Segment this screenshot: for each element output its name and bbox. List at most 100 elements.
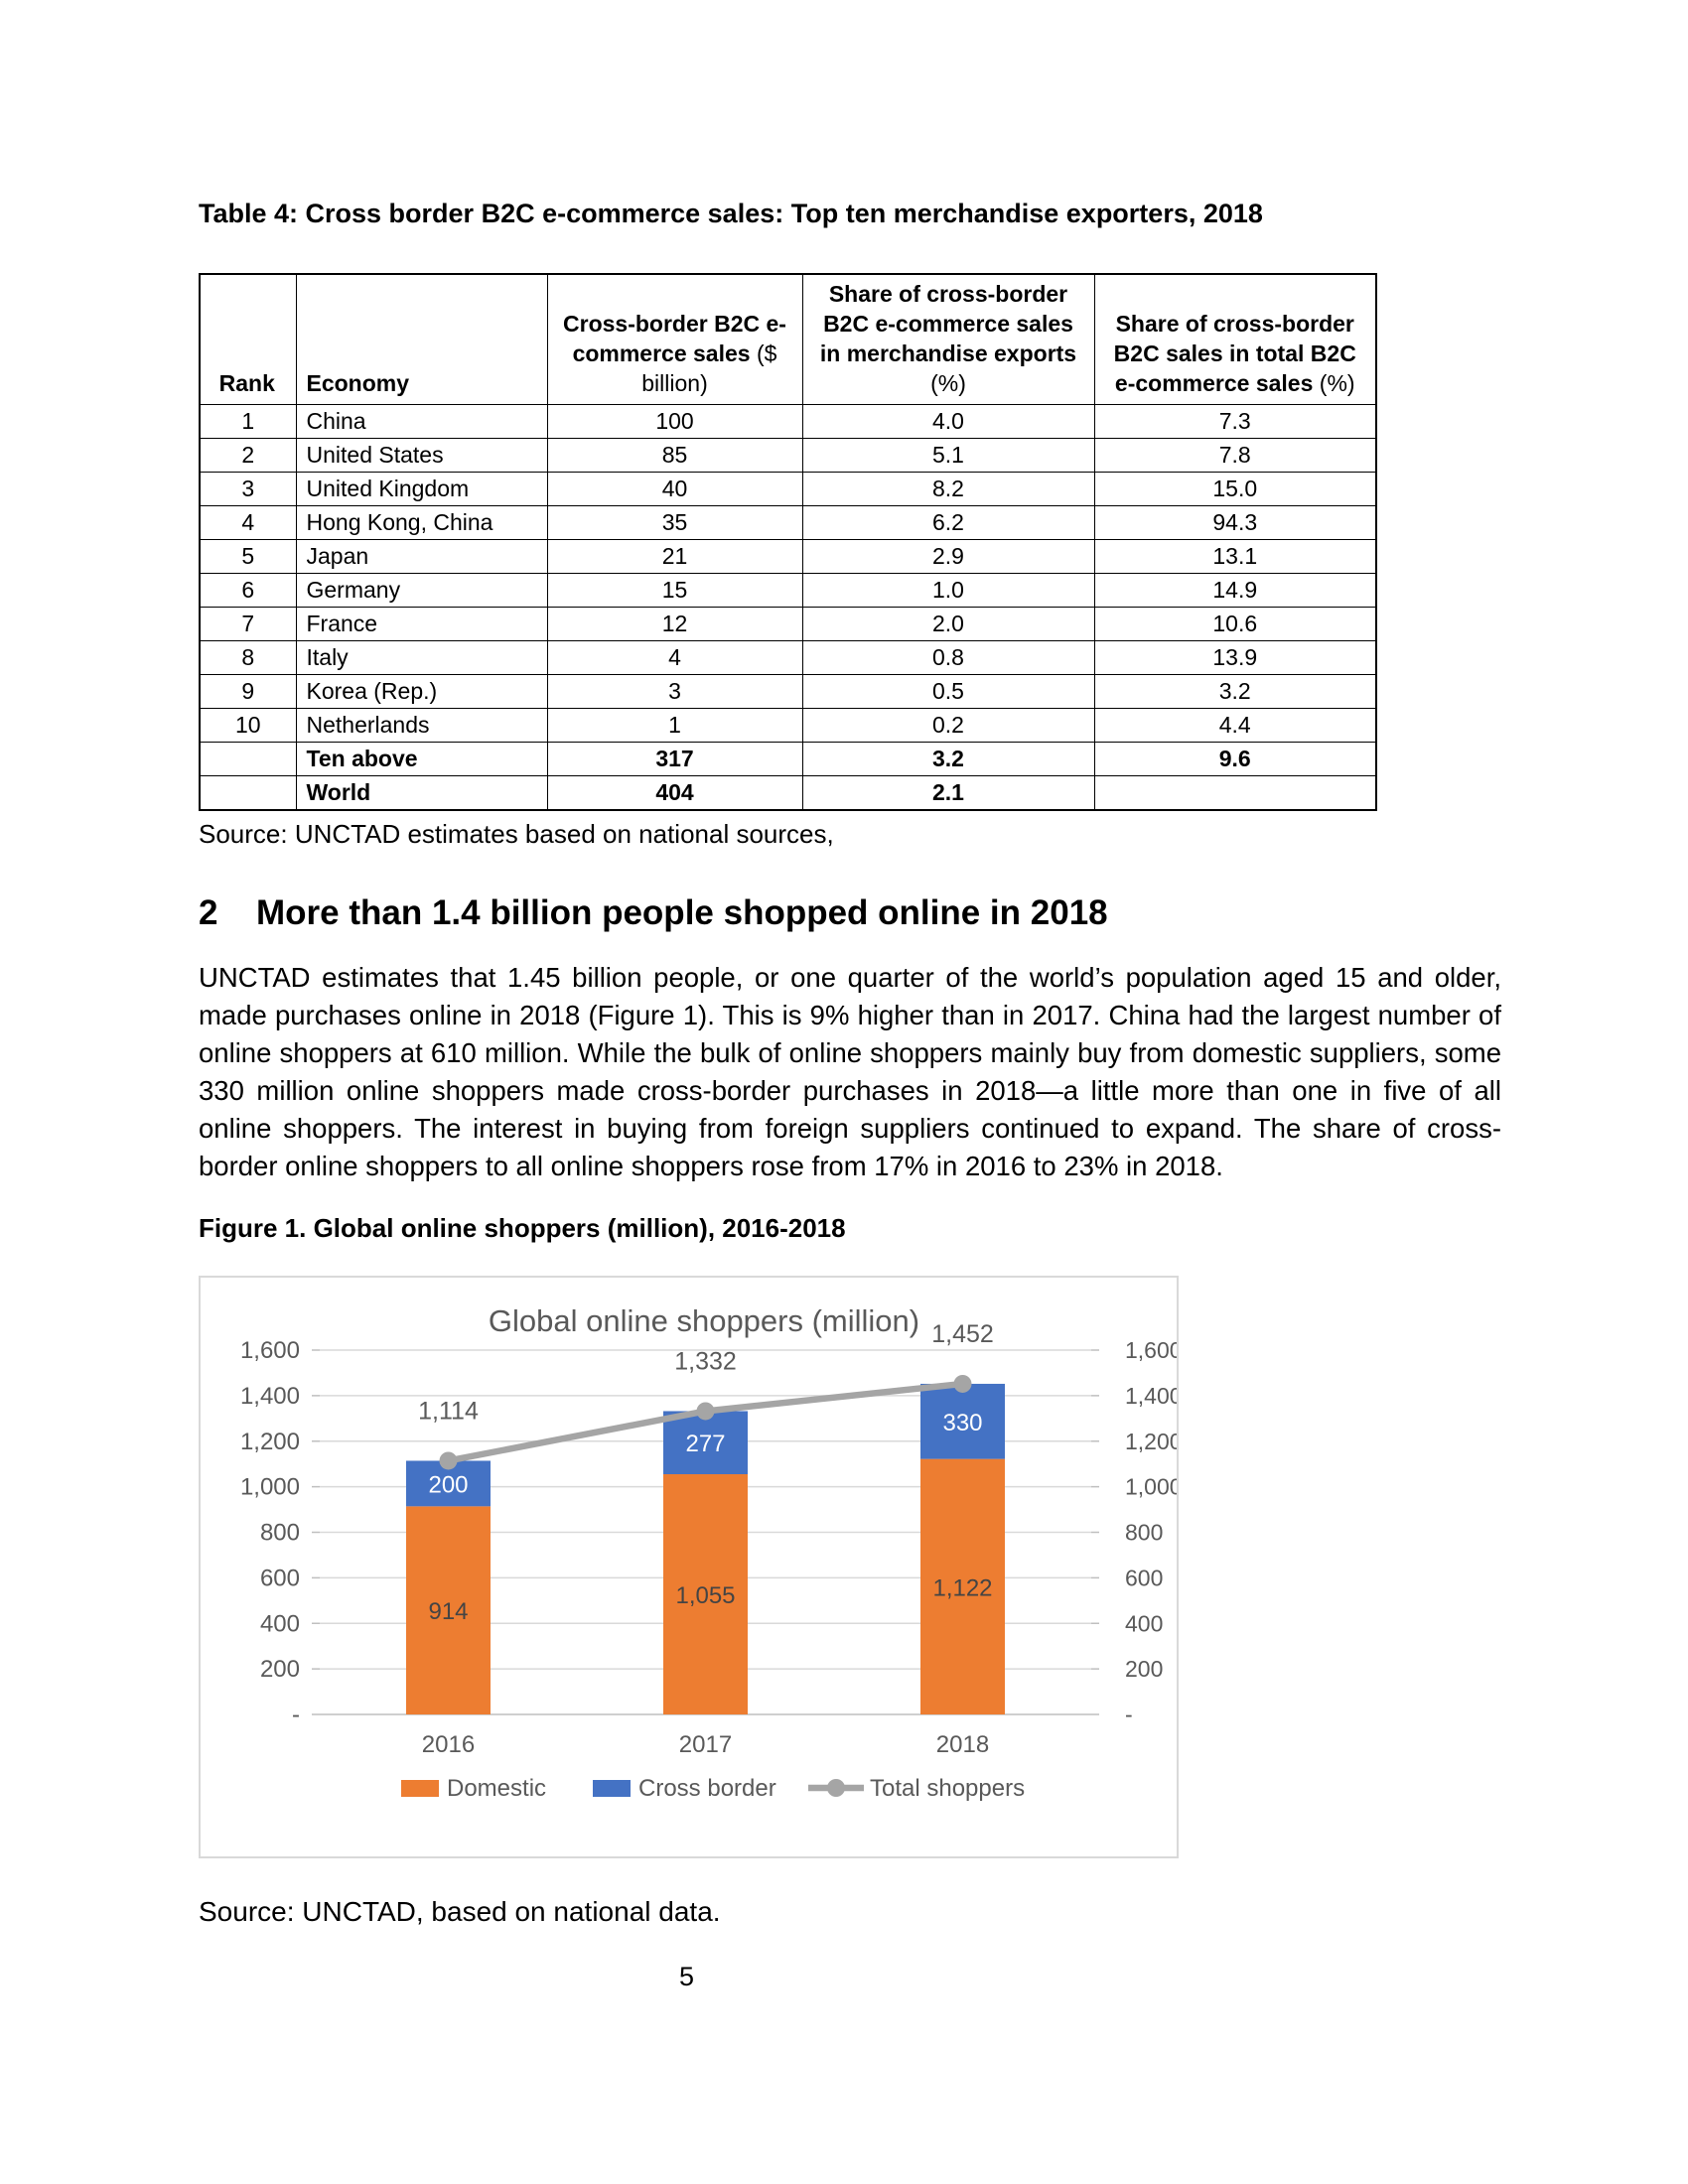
table-cell: 10.6	[1093, 607, 1377, 641]
table-cell: 4	[546, 640, 803, 675]
table-cell: 4	[199, 505, 297, 540]
y-axis-label-left: 600	[260, 1565, 300, 1591]
legend-swatch-cross-border	[593, 1780, 631, 1797]
domestic-bar	[920, 1458, 1005, 1714]
table-cell: 7	[199, 607, 297, 641]
table-row: 5 Japan 21 2.9 13.1	[199, 539, 1377, 574]
table-cell: 1	[546, 708, 803, 743]
figure-chart: Global online shoppers (million) - - 200 200…	[199, 1276, 1179, 1858]
table-header-row: Rank Economy Cross-border B2C e-commerce s…	[199, 273, 1377, 405]
table-source: Source: UNCTAD estimates based on nation…	[199, 819, 834, 849]
total-label: 1,114	[418, 1397, 479, 1425]
line-marker	[696, 1402, 715, 1421]
y-axis-label-left: 1,200	[240, 1429, 300, 1455]
table-cell: China	[295, 404, 548, 439]
domestic-label: 1,122	[932, 1574, 992, 1601]
x-axis-label: 2016	[422, 1731, 475, 1758]
table-cell: Japan	[295, 539, 548, 574]
y-axis-label-left: -	[292, 1702, 300, 1728]
table-row: World 404 2.1	[199, 775, 1377, 811]
table-cell: 2	[199, 438, 297, 473]
y-axis-label-right: 200	[1125, 1656, 1163, 1682]
cross-border-label: 277	[685, 1431, 725, 1457]
table-cell: 5	[199, 539, 297, 574]
table-cell: 40	[546, 472, 803, 506]
table-cell: 15	[546, 573, 803, 608]
figure-source: Source: UNCTAD, based on national data.	[199, 1896, 721, 1927]
online-shoppers-chart: Global online shoppers (million) - - 200 200…	[240, 1303, 1177, 1802]
legend-marker-total	[827, 1779, 845, 1797]
table-row: 10 Netherlands 1 0.2 4.4	[199, 708, 1377, 743]
column-header: Share of cross-border B2C sales in total…	[1093, 273, 1377, 405]
column-header: Economy	[295, 273, 548, 405]
y-axis-label-left: 800	[260, 1520, 300, 1547]
y-axis-label-right: 1,400	[1125, 1383, 1177, 1409]
table-cell: United Kingdom	[295, 472, 548, 506]
page-content: Table 4: Cross border B2C e-commerce sal…	[199, 0, 1501, 1992]
table-cell: Germany	[295, 573, 548, 608]
table-cell: 100	[546, 404, 803, 439]
table-cell: 0.5	[801, 674, 1095, 709]
table-cell: 3	[546, 674, 803, 709]
table-cell: 12	[546, 607, 803, 641]
table-cell: 8	[199, 640, 297, 675]
table-cell: 13.9	[1093, 640, 1377, 675]
y-axis-label-right: 1,200	[1125, 1429, 1177, 1454]
table-cell: 317	[546, 742, 803, 776]
line-marker	[953, 1374, 972, 1393]
table-cell: 3.2	[1093, 674, 1377, 709]
cross-border-bar	[920, 1383, 1005, 1459]
table-cell: Italy	[295, 640, 548, 675]
table-cell: 1	[199, 404, 297, 439]
table-cell: 3.2	[801, 742, 1095, 776]
table-cell: World	[295, 775, 548, 811]
cross-border-label: 200	[428, 1471, 468, 1498]
y-axis-label-left: 1,600	[240, 1337, 300, 1364]
table-cell: 4.0	[801, 404, 1095, 439]
legend-label-total: Total shoppers	[870, 1775, 1025, 1802]
table-row: 6 Germany 15 1.0 14.9	[199, 573, 1377, 608]
body-paragraph: UNCTAD estimates that 1.45 billion peopl…	[199, 962, 1501, 1181]
domestic-bar	[406, 1506, 491, 1714]
table-title: Table 4: Cross border B2C e-commerce sal…	[199, 199, 1263, 228]
table-cell: 15.0	[1093, 472, 1377, 506]
total-label: 1,452	[931, 1320, 994, 1348]
table-row: 9 Korea (Rep.) 3 0.5 3.2	[199, 674, 1377, 709]
domestic-label: 914	[428, 1598, 468, 1625]
x-axis-label: 2017	[679, 1731, 732, 1758]
table-cell: Ten above	[295, 742, 548, 776]
table-cell: 10	[199, 708, 297, 743]
page-number: 5	[678, 1962, 695, 1991]
table-cell: 1.0	[801, 573, 1095, 608]
table-row: 3 United Kingdom 40 8.2 15.0	[199, 472, 1377, 506]
table-cell: 13.1	[1093, 539, 1377, 574]
table-cell: 35	[546, 505, 803, 540]
domestic-bar	[663, 1474, 748, 1714]
table-cell	[1093, 775, 1377, 811]
table-cell: Korea (Rep.)	[295, 674, 548, 709]
table-cell: Hong Kong, China	[295, 505, 548, 540]
y-axis-label-right: 400	[1125, 1610, 1163, 1636]
table-cell: 94.3	[1093, 505, 1377, 540]
table-cell: 5.1	[801, 438, 1095, 473]
figure-caption: Figure 1. Global online shoppers (millio…	[199, 1213, 846, 1243]
table-cell: 6	[199, 573, 297, 608]
section-heading: 2 More than 1.4 billion people shopped o…	[199, 893, 1501, 933]
table-row: Ten above 317 3.2 9.6	[199, 742, 1377, 776]
table-cell: 0.8	[801, 640, 1095, 675]
table-cell: 85	[546, 438, 803, 473]
column-header: Rank	[199, 273, 297, 405]
table-row: 1 China 100 4.0 7.3	[199, 404, 1377, 439]
section-number: 2	[199, 893, 218, 932]
y-axis-label-right: 800	[1125, 1520, 1163, 1546]
table-cell: 2.9	[801, 539, 1095, 574]
table-cell: France	[295, 607, 548, 641]
legend-label-domestic: Domestic	[447, 1775, 546, 1802]
section-title: More than 1.4 billion people shopped onl…	[256, 893, 1108, 932]
table-cell: 8.2	[801, 472, 1095, 506]
legend-swatch-domestic	[401, 1780, 439, 1797]
cross-border-bar	[663, 1411, 748, 1475]
table-row: 4 Hong Kong, China 35 6.2 94.3	[199, 505, 1377, 540]
table-row: 7 France 12 2.0 10.6	[199, 607, 1377, 641]
